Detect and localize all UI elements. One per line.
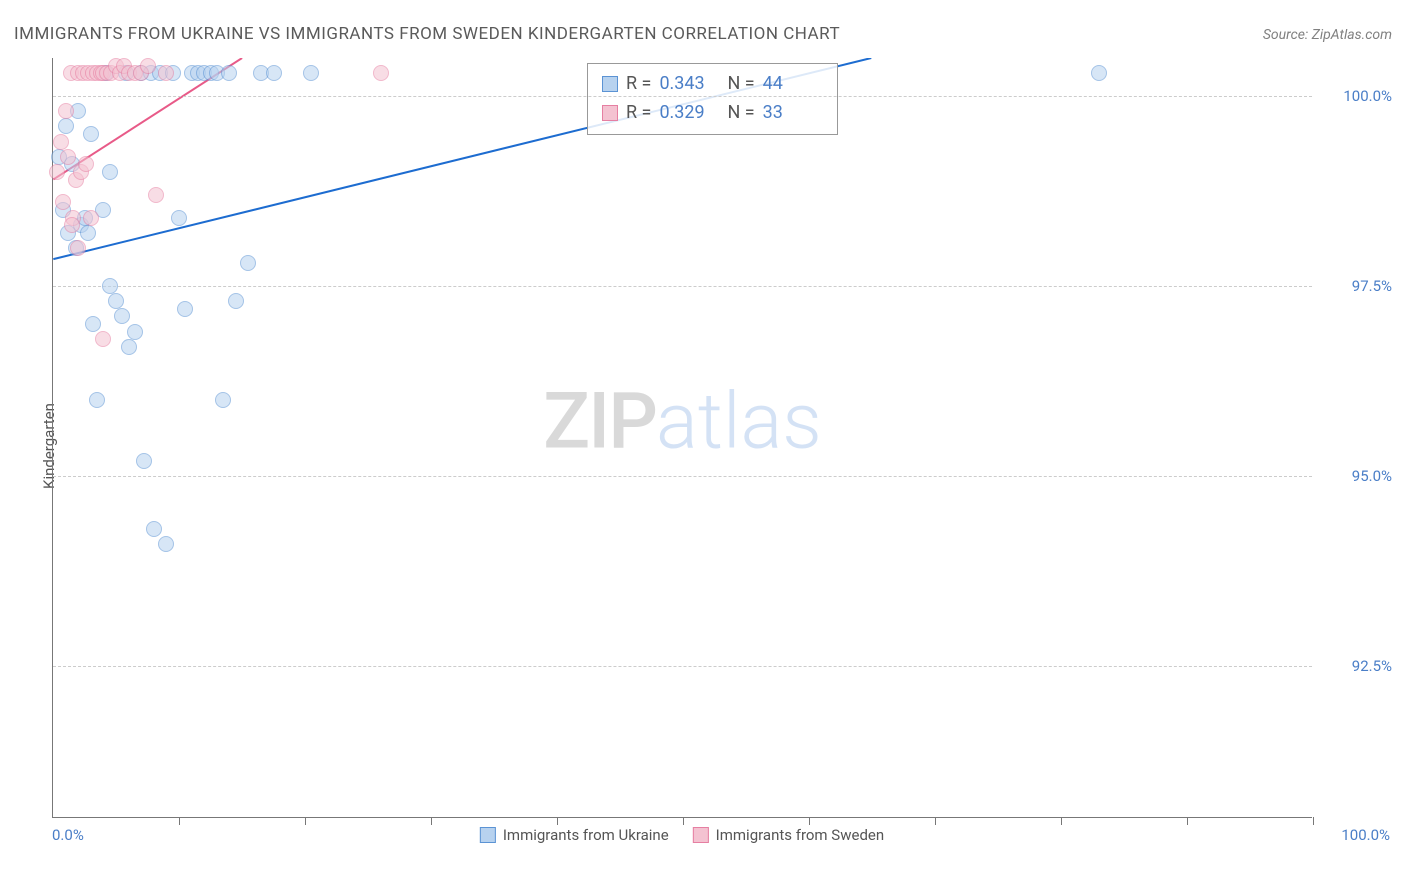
y-tick-label: 100.0% bbox=[1343, 87, 1392, 105]
data-point bbox=[58, 118, 74, 134]
data-point bbox=[171, 210, 187, 226]
data-point bbox=[78, 156, 94, 172]
stats-row-sweden: R = 0.329 N = 33 bbox=[602, 99, 823, 128]
data-point bbox=[136, 453, 152, 469]
y-tick-label: 92.5% bbox=[1352, 657, 1392, 675]
correlation-stats-box: R = 0.343 N = 44 R = 0.329 N = 33 bbox=[587, 63, 838, 135]
data-point bbox=[146, 521, 162, 537]
r-label: R = bbox=[626, 99, 651, 128]
legend-label: Immigrants from Ukraine bbox=[503, 826, 669, 844]
chart-title: IMMIGRANTS FROM UKRAINE VS IMMIGRANTS FR… bbox=[14, 24, 840, 44]
data-point bbox=[80, 225, 96, 241]
data-point bbox=[70, 240, 86, 256]
r-value: 0.343 bbox=[659, 70, 719, 99]
ukraine-swatch-icon bbox=[480, 827, 496, 843]
source-attribution: Source: ZipAtlas.com bbox=[1263, 27, 1392, 43]
x-tick bbox=[809, 817, 810, 825]
data-point bbox=[108, 293, 124, 309]
x-tick bbox=[557, 817, 558, 825]
data-point bbox=[89, 392, 105, 408]
x-tick bbox=[179, 817, 180, 825]
n-value: 44 bbox=[763, 70, 823, 99]
data-point bbox=[148, 187, 164, 203]
data-point bbox=[121, 339, 137, 355]
data-point bbox=[95, 331, 111, 347]
x-max-label: 100.0% bbox=[1341, 826, 1390, 844]
data-point bbox=[158, 536, 174, 552]
watermark-zip: ZIP bbox=[543, 377, 656, 468]
data-point bbox=[373, 65, 389, 81]
n-label: N = bbox=[727, 99, 754, 128]
data-point bbox=[83, 210, 99, 226]
x-tick bbox=[1187, 817, 1188, 825]
r-label: R = bbox=[626, 70, 651, 99]
data-point bbox=[303, 65, 319, 81]
data-point bbox=[55, 194, 71, 210]
data-point bbox=[53, 134, 69, 150]
data-point bbox=[85, 316, 101, 332]
y-tick-label: 97.5% bbox=[1352, 277, 1392, 295]
legend-item-sweden: Immigrants from Sweden bbox=[693, 826, 884, 844]
x-axis-row: 0.0% Immigrants from Ukraine Immigrants … bbox=[52, 826, 1312, 850]
data-point bbox=[215, 392, 231, 408]
gridline bbox=[53, 476, 1312, 477]
data-point bbox=[177, 301, 193, 317]
data-point bbox=[1091, 65, 1107, 81]
x-tick bbox=[1061, 817, 1062, 825]
x-min-label: 0.0% bbox=[52, 826, 84, 844]
data-point bbox=[60, 149, 76, 165]
x-tick bbox=[431, 817, 432, 825]
data-point bbox=[102, 278, 118, 294]
data-point bbox=[114, 308, 130, 324]
x-tick bbox=[305, 817, 306, 825]
watermark-atlas: atlas bbox=[656, 377, 822, 468]
data-point bbox=[49, 164, 65, 180]
data-point bbox=[58, 103, 74, 119]
ukraine-swatch bbox=[602, 76, 618, 92]
data-point bbox=[158, 65, 174, 81]
data-point bbox=[266, 65, 282, 81]
data-point bbox=[221, 65, 237, 81]
x-tick bbox=[683, 817, 684, 825]
legend-label: Immigrants from Sweden bbox=[716, 826, 884, 844]
legend-item-ukraine: Immigrants from Ukraine bbox=[480, 826, 669, 844]
data-point bbox=[83, 126, 99, 142]
gridline bbox=[53, 666, 1312, 667]
data-point bbox=[64, 217, 80, 233]
gridline bbox=[53, 286, 1312, 287]
trend-lines-layer bbox=[53, 58, 1312, 817]
stats-row-ukraine: R = 0.343 N = 44 bbox=[602, 70, 823, 99]
data-point bbox=[140, 58, 156, 74]
data-point bbox=[102, 164, 118, 180]
gridline bbox=[53, 96, 1312, 97]
scatter-chart: ZIPatlas R = 0.343 N = 44 R = 0.329 N = … bbox=[52, 58, 1312, 818]
x-tick bbox=[935, 817, 936, 825]
data-point bbox=[127, 324, 143, 340]
data-point bbox=[228, 293, 244, 309]
r-value: 0.329 bbox=[659, 99, 719, 128]
chart-header: IMMIGRANTS FROM UKRAINE VS IMMIGRANTS FR… bbox=[14, 24, 1392, 44]
sweden-swatch-icon bbox=[693, 827, 709, 843]
watermark: ZIPatlas bbox=[543, 377, 822, 468]
y-tick-label: 95.0% bbox=[1352, 467, 1392, 485]
data-point bbox=[240, 255, 256, 271]
n-value: 33 bbox=[763, 99, 823, 128]
x-tick bbox=[1313, 817, 1314, 825]
n-label: N = bbox=[727, 70, 754, 99]
sweden-swatch bbox=[602, 105, 618, 121]
legend-bottom: Immigrants from Ukraine Immigrants from … bbox=[480, 826, 884, 844]
